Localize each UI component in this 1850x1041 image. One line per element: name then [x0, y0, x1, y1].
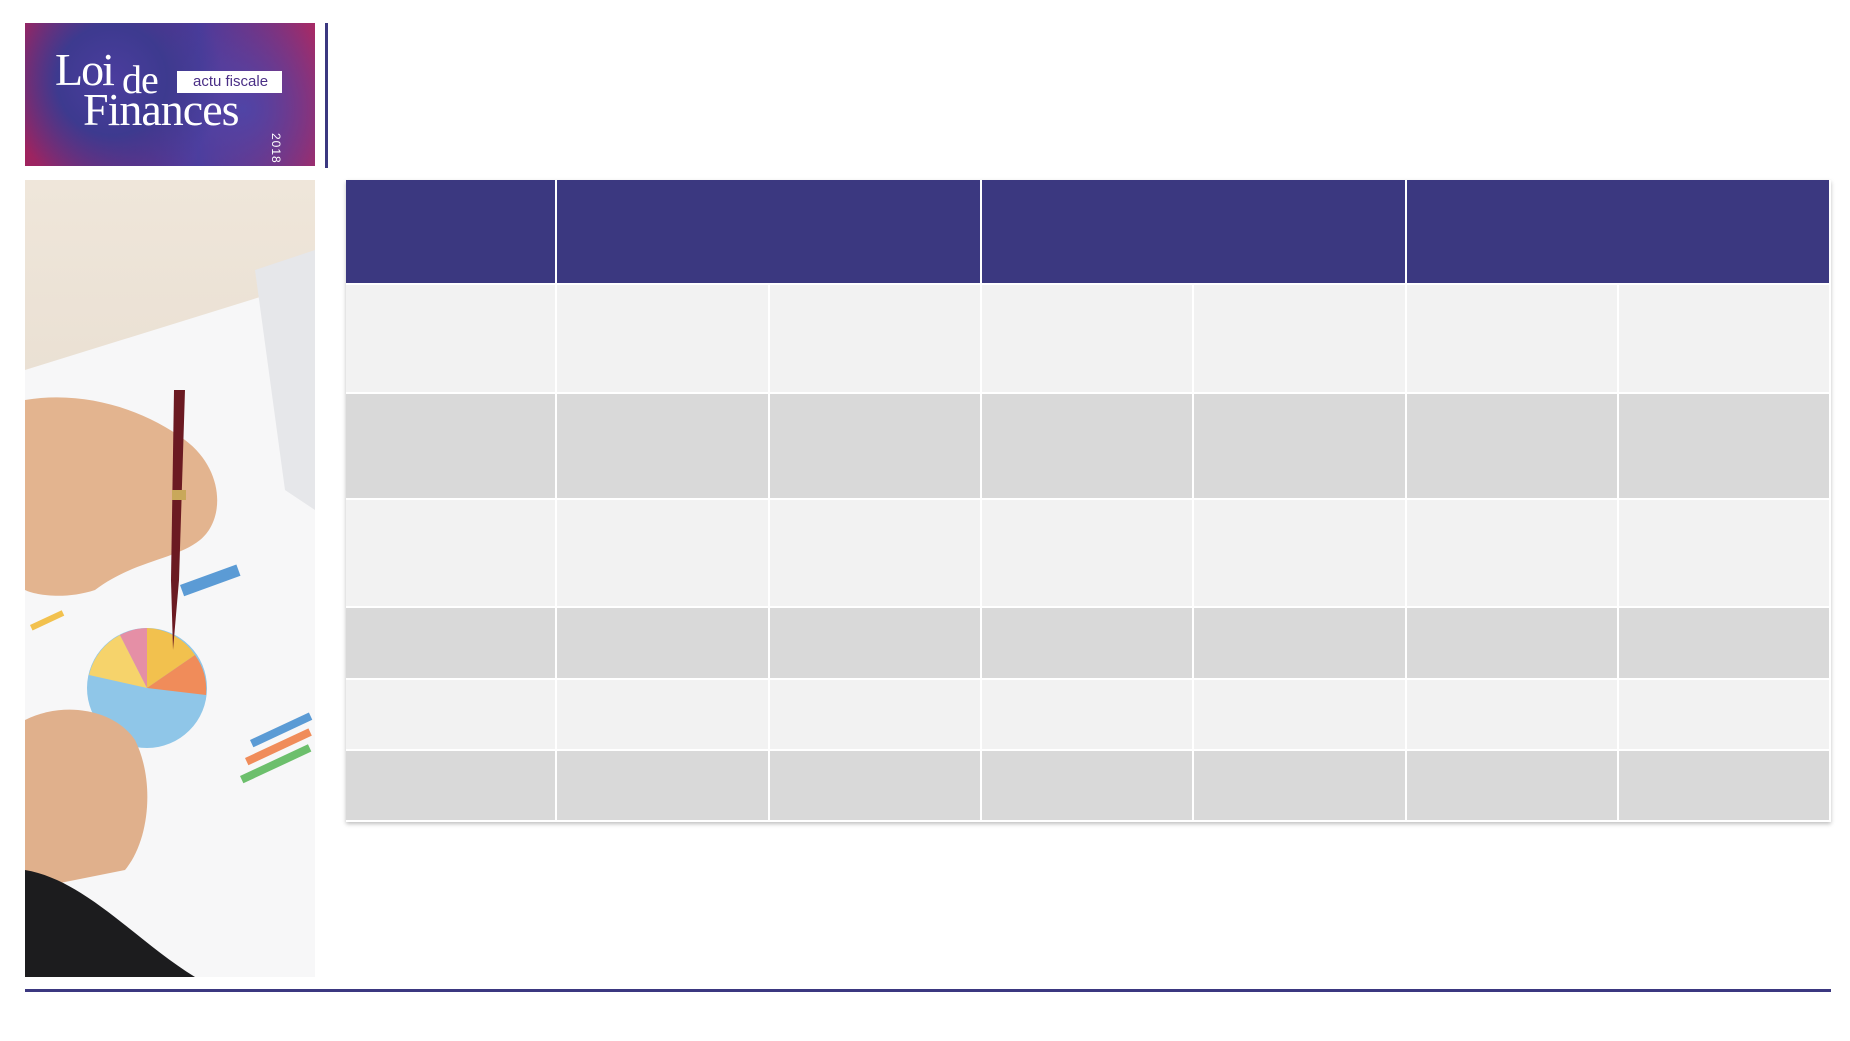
logo-word: Loi: [55, 44, 115, 95]
logo-year: 2018: [269, 133, 283, 164]
table-cell: [770, 285, 982, 394]
table-cell: [1619, 680, 1831, 751]
table-cell: [1194, 285, 1407, 394]
table-cell: [770, 394, 982, 500]
table-cell: [557, 394, 770, 500]
pie-slice: [120, 628, 147, 688]
logo: Loi de Finances actu fiscale 2018: [25, 23, 315, 166]
table-cell: [1407, 608, 1619, 680]
table-cell: [557, 751, 770, 822]
table-cell: [346, 608, 557, 680]
photo: [25, 180, 315, 977]
bar: [240, 744, 312, 784]
table-cell: [346, 500, 557, 608]
pen: [171, 390, 185, 650]
table-cell: [557, 500, 770, 608]
hand: [25, 709, 148, 890]
table-cell: [346, 751, 557, 822]
table-cell: [1194, 680, 1407, 751]
table-cell: [1619, 394, 1831, 500]
bar: [249, 712, 313, 748]
sleeve: [25, 870, 195, 977]
table-cell: [346, 680, 557, 751]
table: [346, 180, 1831, 822]
pie-slice: [147, 628, 195, 688]
table-cell: [1619, 751, 1831, 822]
logo-word: Finances: [83, 84, 240, 135]
table-cell: [1407, 180, 1831, 285]
table-cell: [982, 180, 1407, 285]
logo-word: de: [122, 57, 159, 102]
table-cell: [557, 680, 770, 751]
table-cell: [982, 285, 1194, 394]
tag-box: [177, 71, 282, 93]
table-cell: [1407, 285, 1619, 394]
table-cell: [1407, 394, 1619, 500]
table-cell: [346, 394, 557, 500]
bar: [244, 728, 312, 766]
bar: [180, 564, 241, 597]
table-cell: [982, 500, 1194, 608]
table-cell: [1619, 500, 1831, 608]
table-cell: [770, 680, 982, 751]
table-cell: [346, 285, 557, 394]
table-cell: [346, 180, 557, 285]
table-cell: [557, 180, 982, 285]
table-cell: [557, 285, 770, 394]
table-cell: [982, 608, 1194, 680]
table-cell: [1194, 608, 1407, 680]
table-cell: [1194, 751, 1407, 822]
hand: [25, 397, 218, 596]
footer-line: [25, 989, 1831, 992]
table-cell: [1194, 500, 1407, 608]
table-cell: [1619, 608, 1831, 680]
logo-tagline: actu fiscale: [193, 73, 269, 90]
bar-chart: [30, 564, 313, 784]
table-cell: [982, 680, 1194, 751]
pie-slice: [89, 635, 147, 688]
table-cell: [1619, 285, 1831, 394]
divider: [325, 23, 328, 168]
table-cell: [557, 608, 770, 680]
table-cell: [770, 500, 982, 608]
table-cell: [1407, 751, 1619, 822]
table-cell: [1194, 394, 1407, 500]
table-cell: [982, 394, 1194, 500]
laptop: [255, 250, 315, 510]
bar: [30, 610, 65, 631]
table-cell: [1407, 500, 1619, 608]
table-cell: [770, 608, 982, 680]
table-cell: [1407, 680, 1619, 751]
table-cell: [982, 751, 1194, 822]
table-cell: [770, 751, 982, 822]
pen-band: [172, 490, 186, 500]
pie-slice: [147, 655, 207, 695]
